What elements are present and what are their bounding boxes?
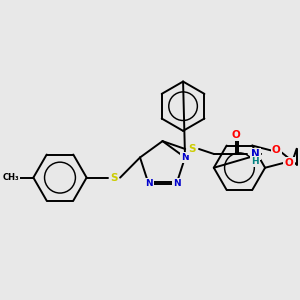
Text: N: N — [251, 149, 260, 159]
Text: S: S — [188, 144, 196, 154]
Text: CH₃: CH₃ — [2, 173, 19, 182]
Text: N: N — [145, 179, 152, 188]
Text: O: O — [231, 130, 240, 140]
Text: O: O — [285, 158, 293, 168]
Text: N: N — [181, 153, 189, 162]
Text: O: O — [272, 146, 280, 155]
Text: S: S — [110, 172, 118, 183]
Text: H: H — [251, 157, 259, 166]
Text: N: N — [172, 179, 180, 188]
